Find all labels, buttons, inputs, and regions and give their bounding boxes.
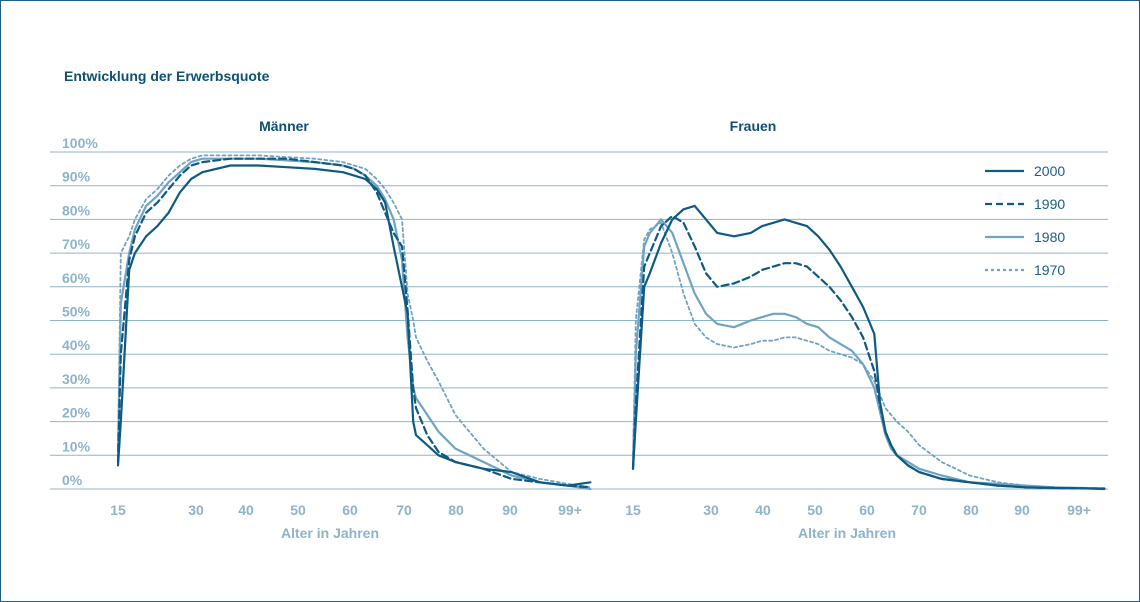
- y-tick-label: 100%: [62, 135, 98, 151]
- x-tick-label: 90: [502, 502, 518, 518]
- x-tick-label: 80: [448, 502, 464, 518]
- panel-title: Frauen: [730, 118, 777, 134]
- y-tick-label: 20%: [62, 405, 91, 421]
- x-tick-label: 60: [342, 502, 358, 518]
- y-tick-label: 70%: [62, 236, 91, 252]
- y-tick-label: 10%: [62, 438, 91, 454]
- x-tick-label: 40: [238, 502, 254, 518]
- x-tick-label: 50: [807, 502, 823, 518]
- y-tick-label: 0%: [62, 472, 83, 488]
- y-tick-label: 40%: [62, 337, 91, 353]
- series-line-frauen-1990: [631, 214, 1106, 490]
- x-tick-label: 40: [755, 502, 771, 518]
- x-tick-label: 99+: [558, 502, 582, 518]
- series-line-frauen-1980: [631, 218, 1106, 490]
- x-tick-label: 30: [188, 502, 204, 518]
- figure-title: Entwicklung der Erwerbsquote: [64, 68, 270, 84]
- y-tick-label: 60%: [62, 270, 91, 286]
- x-tick-label: 90: [1014, 502, 1030, 518]
- series-line-frauen-2000: [631, 204, 1106, 491]
- y-tick-label: 90%: [62, 169, 91, 185]
- y-tick-label: 80%: [62, 202, 91, 218]
- legend-label-1980: 1980: [1034, 229, 1065, 245]
- x-axis-label: Alter in Jahren: [281, 525, 379, 541]
- legend-label-2000: 2000: [1034, 163, 1065, 179]
- x-tick-label: 70: [911, 502, 927, 518]
- series-line-männer-1970: [117, 154, 592, 489]
- legend-label-1970: 1970: [1034, 262, 1065, 278]
- series-line-frauen-1970: [632, 221, 1106, 490]
- x-tick-label: 99+: [1067, 502, 1091, 518]
- x-tick-label: 15: [625, 502, 641, 518]
- series-line-männer-2000: [116, 164, 592, 487]
- x-axis-label: Alter in Jahren: [798, 525, 896, 541]
- x-tick-label: 70: [396, 502, 412, 518]
- x-tick-label: 30: [703, 502, 719, 518]
- x-tick-label: 80: [963, 502, 979, 518]
- x-tick-label: 50: [290, 502, 306, 518]
- y-tick-label: 30%: [62, 371, 91, 387]
- panel-title: Männer: [259, 118, 309, 134]
- x-tick-label: 60: [859, 502, 875, 518]
- series-line-männer-1990: [116, 157, 592, 489]
- series-line-männer-1980: [116, 157, 592, 491]
- y-tick-label: 50%: [62, 304, 91, 320]
- x-tick-label: 15: [110, 502, 126, 518]
- legend-label-1990: 1990: [1034, 196, 1065, 212]
